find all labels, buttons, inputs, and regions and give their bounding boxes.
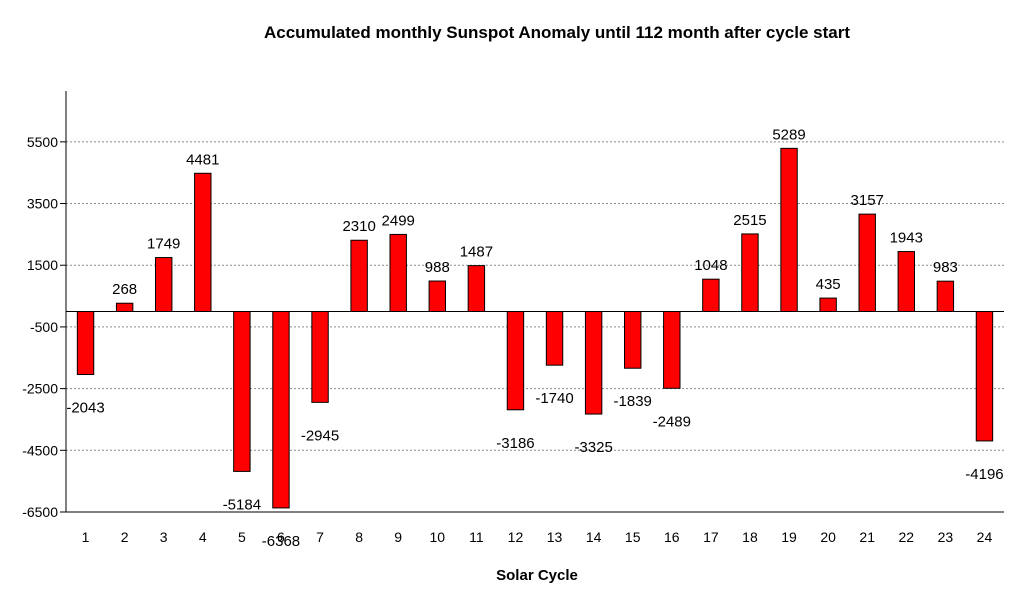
bar-cycle-5 [233,311,251,472]
bar-cycle-24 [975,311,994,442]
bar-cycle-12 [506,311,525,411]
x-tick-label: 1 [82,529,90,545]
bar-cycle-8 [350,239,368,313]
x-tick-label: 22 [899,529,915,545]
bar-cycle-6 [272,311,290,509]
bar-cycle-9 [389,233,407,313]
x-tick-label: 23 [938,529,954,545]
data-label: -3325 [574,439,612,456]
axes [65,91,1004,513]
x-tick-label: 19 [781,529,797,545]
bar-cycle-15 [624,311,642,369]
data-label: 2499 [382,212,415,229]
bar-cycle-3 [155,257,173,313]
data-label: -1740 [535,390,573,407]
data-label: -3186 [496,435,534,452]
x-axis-ticks: 1 2 3 4 5 6 7 8 9 10 11 12 13 14 15 16 17 18 19 20 21 22 23 24 [82,529,993,545]
y-tick-label: 5500 [27,134,58,150]
x-tick-label: 18 [742,529,758,545]
bar-cycle-22 [897,251,915,312]
x-tick-label: 12 [508,529,524,545]
bar-cycle-2 [115,302,134,313]
data-label: 5289 [772,126,805,143]
x-tick-label: 7 [316,529,324,545]
bar-cycle-18 [741,233,759,312]
x-tick-label: 24 [977,529,993,545]
x-tick-label: 10 [430,529,446,545]
y-tick-label: -2500 [22,381,58,397]
data-label: -2489 [653,413,691,430]
data-label: 268 [112,281,137,298]
x-tick-label: 5 [238,529,246,545]
data-label: -2945 [301,427,339,444]
y-tick-label: 3500 [27,196,58,212]
chart-title: Accumulated monthly Sunspot Anomaly unti… [264,23,850,42]
y-axis-ticks: 5500 3500 1500 -500 -2500 -4500 -6500 [22,134,66,520]
bar-cycle-16 [663,311,681,389]
x-tick-label: 21 [859,529,875,545]
x-tick-label: 20 [820,529,836,545]
x-tick-label: 15 [625,529,641,545]
bar-cycle-4 [194,172,212,312]
data-label: 4481 [186,151,219,168]
data-label: -5184 [223,496,261,513]
bar-cycle-21 [858,213,876,313]
data-label: -2043 [66,400,104,417]
bar-cycle-1 [76,311,95,376]
data-label: -4196 [965,466,1003,483]
data-label: 983 [933,259,958,276]
x-tick-label: 8 [355,529,363,545]
data-label: 2515 [733,212,766,229]
x-axis-title: Solar Cycle [496,567,578,584]
x-tick-label: 11 [469,529,484,545]
y-tick-label: -4500 [22,442,58,458]
bar-cycle-19 [780,147,798,312]
data-label: -6368 [262,533,300,550]
bar-cycle-13 [545,311,564,366]
bar-cycle-20 [819,297,837,312]
x-tick-label: 9 [394,529,402,545]
data-label: 1749 [147,236,180,253]
data-label: 1048 [694,257,727,274]
data-label: 2310 [342,218,375,235]
y-tick-label: -6500 [22,504,58,520]
bar-cycle-11 [467,265,486,313]
grid-lines [66,141,1004,451]
data-label: 3157 [851,192,884,209]
bar-cycle-7 [311,311,329,403]
x-tick-label: 4 [199,529,207,545]
bars [76,147,994,509]
data-label: -1839 [614,393,652,410]
data-label: 435 [816,276,841,293]
x-tick-label: 3 [160,529,168,545]
bar-cycle-23 [936,280,955,312]
x-tick-label: 16 [664,529,680,545]
x-tick-label: 2 [121,529,129,545]
x-tick-label: 14 [586,529,602,545]
x-tick-label: 6 [277,529,285,545]
bar-cycle-17 [702,278,720,312]
x-tick-label: 17 [703,529,719,545]
bar-cycle-10 [428,280,446,312]
bar-cycle-14 [584,311,603,415]
y-tick-label: -500 [30,319,58,335]
y-tick-label: 1500 [27,257,58,273]
data-label: 1943 [890,230,923,247]
data-label: 988 [425,259,450,276]
data-label: 1487 [460,244,493,261]
x-tick-label: 13 [547,529,563,545]
